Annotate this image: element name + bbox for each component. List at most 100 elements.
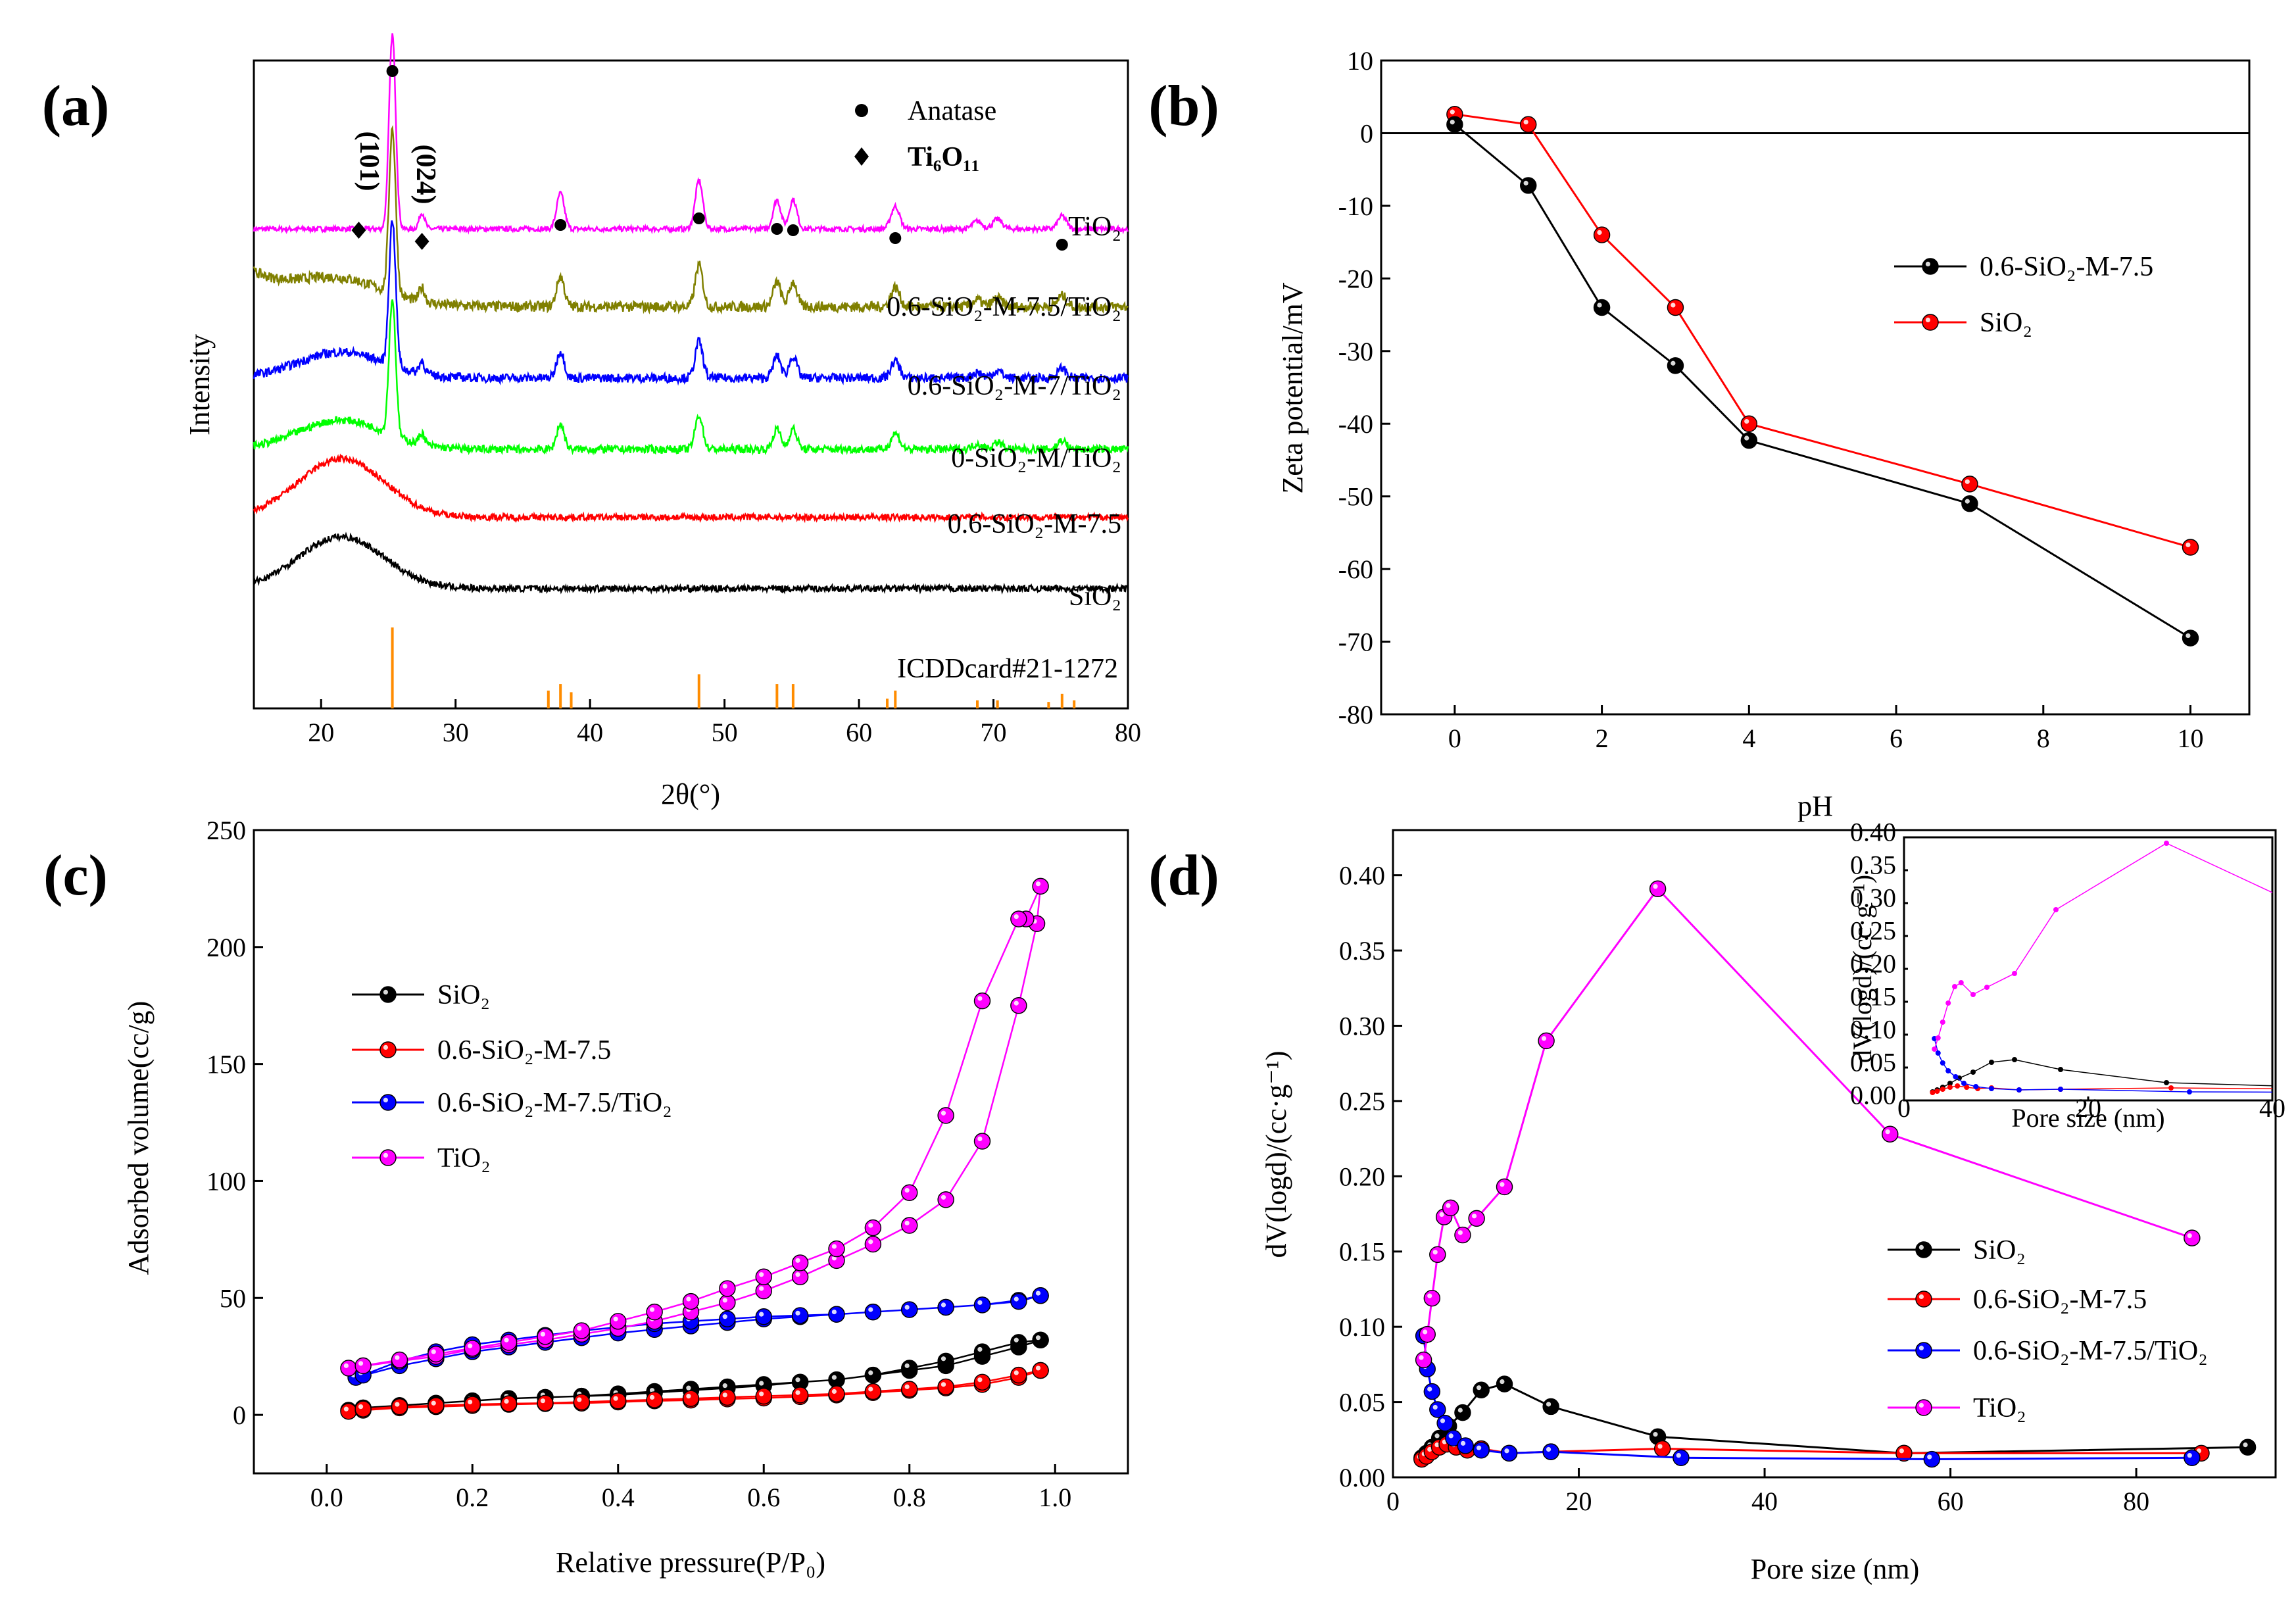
- data-point: [1423, 1289, 1441, 1307]
- annotation-024: (024): [410, 145, 441, 205]
- data-point: [1442, 1199, 1459, 1217]
- data-point-highlight: [1423, 1329, 1428, 1335]
- legend-marker: [1915, 1291, 1932, 1308]
- data-point-highlight: [904, 1304, 910, 1310]
- x-tick-label: 0.6: [747, 1483, 780, 1512]
- y-tick-label: 0.20: [1850, 948, 1896, 978]
- data-point-highlight: [1450, 119, 1455, 125]
- legend-marker: [379, 1149, 397, 1166]
- data-point-highlight: [2187, 1233, 2192, 1239]
- data-point-highlight: [977, 1300, 983, 1305]
- x-tick-label: 50: [712, 718, 738, 747]
- data-point-highlight: [2187, 1453, 2192, 1458]
- series-line: [253, 531, 1129, 595]
- inset-data-point: [2053, 907, 2059, 912]
- data-point-highlight: [1653, 1432, 1658, 1437]
- x-tick-label: 0: [1897, 1093, 1911, 1123]
- y-tick-label: 0.05: [1850, 1047, 1896, 1077]
- data-point-highlight: [977, 996, 983, 1001]
- data-point-highlight: [904, 1220, 910, 1226]
- legend-marker: [1922, 258, 1939, 275]
- inset-data-point: [1970, 992, 1976, 997]
- x-tick-label: 20: [1566, 1487, 1592, 1516]
- data-point-highlight: [904, 1384, 910, 1389]
- y-tick-label: 0: [1360, 118, 1373, 148]
- inset-data-point: [1947, 1085, 1953, 1090]
- series-line: [253, 220, 1129, 386]
- data-point-highlight: [1471, 1214, 1477, 1219]
- x-axis-label: Pore size (nm): [1751, 1553, 1920, 1585]
- data-point-highlight: [1427, 1387, 1432, 1392]
- data-point-highlight: [759, 1286, 764, 1291]
- x-tick-label: 6: [1890, 724, 1903, 753]
- data-point-highlight: [1439, 1212, 1444, 1218]
- inset-data-point: [1940, 1020, 1945, 1025]
- data-point-highlight: [831, 1244, 837, 1249]
- legend-marker: [379, 1094, 397, 1111]
- data-point: [901, 1301, 918, 1318]
- data-point-highlight: [1546, 1402, 1551, 1407]
- panel-label: (d): [1148, 844, 1219, 908]
- legend-marker-highlight: [383, 1097, 389, 1102]
- data-point-highlight: [940, 1382, 946, 1387]
- data-point-highlight: [1899, 1448, 1904, 1454]
- data-point-highlight: [977, 1377, 983, 1383]
- data-point-highlight: [1500, 1379, 1505, 1385]
- y-tick-label: 0.30: [1850, 883, 1896, 912]
- y-tick-label: 0.05: [1339, 1388, 1385, 1417]
- panel-a: (a) 20 30 40 50 60 70 80 2θ(°) Intensity ICDDcard#…: [42, 33, 1141, 810]
- y-tick-label: 0.35: [1850, 850, 1896, 879]
- legend-label: 0.6-SiO₂-M-7.5/TiO₂: [1973, 1336, 2208, 1366]
- data-point: [973, 992, 991, 1010]
- data-point: [1010, 910, 1027, 927]
- panel-d: (d)0 20 40 60 800.000.050.100.150.200.250.30…: [1148, 817, 2285, 1585]
- data-point: [755, 1268, 772, 1285]
- legend-label: TiO₂: [1973, 1393, 2026, 1423]
- x-tick-label: 40: [1751, 1487, 1778, 1516]
- plot-frame: [1380, 59, 2251, 716]
- data-point-highlight: [1965, 479, 1970, 484]
- data-point: [1032, 1331, 1049, 1349]
- inset-data-point: [2058, 1087, 2063, 1092]
- inset-data-point: [1955, 1083, 1961, 1089]
- data-point-highlight: [1450, 109, 1455, 114]
- y-tick-label: -40: [1338, 409, 1373, 439]
- y-tick-label: 0: [233, 1400, 246, 1430]
- data-point-highlight: [1448, 1433, 1453, 1439]
- series-line: [253, 125, 1129, 315]
- series-label: 0.6-SiO₂-M-7/TiO₂: [908, 371, 1121, 401]
- legend-marker-highlight: [1925, 261, 1930, 266]
- data-point-highlight: [722, 1314, 727, 1319]
- inset-data-point: [1940, 1060, 1945, 1066]
- ti6o11-marker: [414, 233, 429, 250]
- data-point: [1961, 495, 1978, 512]
- legend-label: 0.6-SiO₂-M-7.5: [1973, 1285, 2147, 1315]
- data-point: [1500, 1444, 1518, 1462]
- data-point: [1468, 1210, 1485, 1227]
- data-point-highlight: [504, 1398, 509, 1404]
- data-point-highlight: [395, 1355, 400, 1360]
- data-point-highlight: [1457, 1408, 1463, 1413]
- y-tick-label: 0.40: [1850, 817, 1896, 847]
- series-line: [348, 1369, 1041, 1413]
- series-line: [348, 1339, 1041, 1412]
- data-point: [610, 1392, 627, 1410]
- data-point: [2184, 1229, 2201, 1246]
- series-line: [253, 299, 1129, 456]
- data-point-highlight: [1653, 884, 1658, 889]
- data-point: [901, 1381, 918, 1398]
- data-point-highlight: [759, 1272, 764, 1277]
- data-point: [1032, 1362, 1049, 1379]
- y-tick-label: 0.00: [1850, 1080, 1896, 1110]
- inset-plot: [1930, 841, 2272, 1095]
- inset-y-axis-label: dV(logd)/(cc·g⁻¹): [1847, 875, 1877, 1063]
- x-tick-label: 80: [1115, 718, 1141, 747]
- data-point: [973, 1133, 991, 1150]
- data-point: [2182, 539, 2199, 556]
- data-point-highlight: [2243, 1442, 2248, 1448]
- data-point-highlight: [722, 1283, 727, 1289]
- x-tick-label: 8: [2037, 724, 2050, 753]
- data-point: [1419, 1325, 1436, 1343]
- data-point-highlight: [940, 1194, 946, 1200]
- inset-data-point: [2012, 971, 2017, 976]
